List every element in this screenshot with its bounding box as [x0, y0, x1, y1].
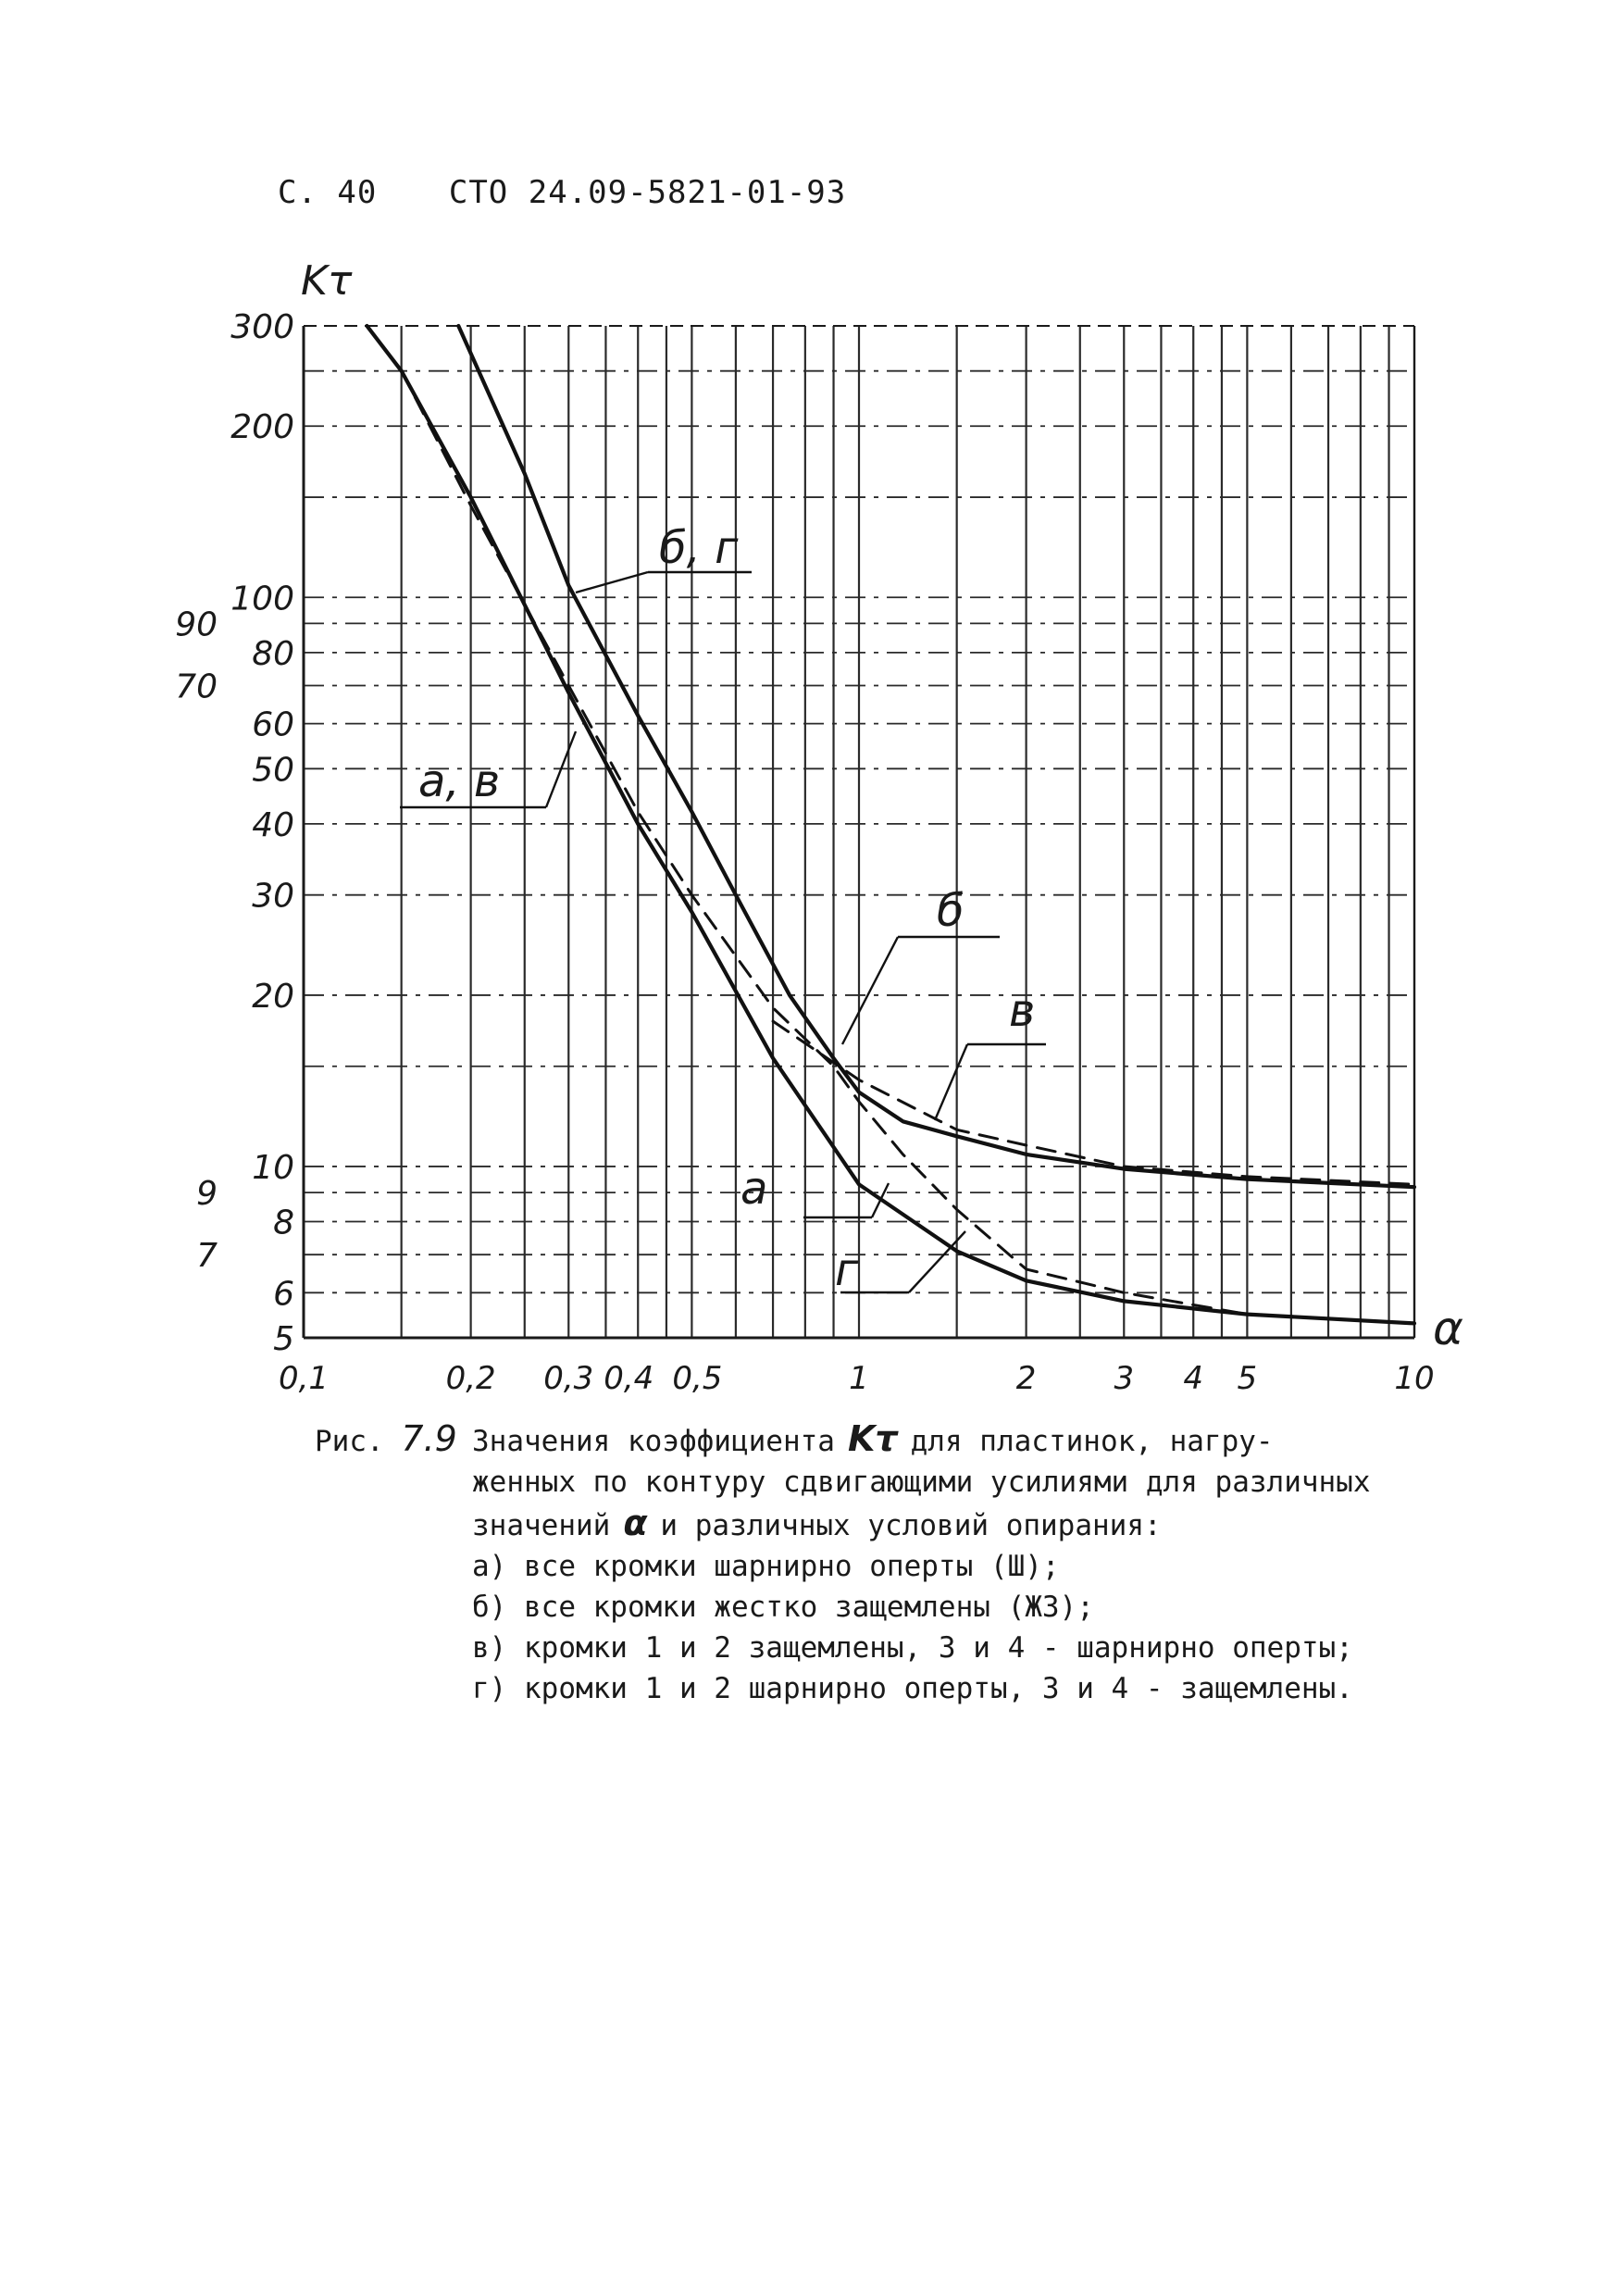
y-axis-label: Kτ	[301, 257, 353, 305]
caption-item-b: б) все кромки жестко защемлены (ЖЗ);	[472, 1591, 1094, 1624]
annotation-leader	[908, 1230, 966, 1293]
figure-number: 7.9	[401, 1418, 457, 1459]
caption-item-a: а) все кромки шарнирно оперты (Ш);	[472, 1550, 1060, 1583]
y-tick-label: 9	[196, 1175, 218, 1213]
x-tick-label: 2	[1016, 1360, 1037, 1397]
annotations: б, г а, в бв а г	[400, 522, 1046, 1296]
page-number: С. 40	[278, 174, 378, 211]
caption-line3-b: и различных условий опирания:	[660, 1509, 1162, 1542]
y-tick-label: 60	[252, 706, 294, 744]
y-tick-label: 90	[175, 605, 218, 643]
caption-item-v: в) кромки 1 и 2 защемлены, 3 и 4 - шарни…	[472, 1631, 1353, 1665]
y-tick-label: 300	[230, 308, 294, 346]
y-tick-label: 40	[252, 806, 294, 844]
series-line-в	[456, 323, 1417, 1190]
series-line-а	[365, 323, 1417, 1326]
series-line-г	[400, 369, 1416, 1325]
annotation-leader	[840, 936, 900, 1045]
page-header: С. 40 СТО 24.09-5821-01-93	[278, 174, 846, 211]
y-tick-label: 100	[230, 580, 294, 618]
x-tick-label: 5	[1238, 1360, 1258, 1397]
x-tick-label: 3	[1114, 1360, 1134, 1397]
x-tick-label: 0,5	[672, 1360, 722, 1397]
y-tick-label: 5	[273, 1320, 294, 1358]
figure-label: Рис. 7.9	[315, 1418, 472, 1546]
y-tick-label: 6	[273, 1275, 294, 1313]
annotation-leader	[933, 1043, 969, 1121]
caption-line2: женных по контуру сдвигающими усилиями д…	[472, 1466, 1371, 1499]
y-tick-label: 10	[252, 1149, 294, 1187]
y-tick-label: 50	[252, 751, 294, 789]
figure-prefix: Рис.	[315, 1425, 384, 1458]
caption-line1-a: Значения коэффициента	[472, 1425, 835, 1458]
x-tick-label: 0,2	[446, 1360, 496, 1397]
axes	[302, 325, 1416, 1340]
caption-item-g: г) кромки 1 и 2 шарнирно оперты, 3 и 4 -…	[472, 1672, 1353, 1705]
y-tick-label: 200	[230, 408, 294, 446]
annotation-label: б, г	[659, 522, 739, 574]
y-tick-label: 70	[175, 668, 218, 705]
annotation-label: в	[1009, 985, 1035, 1037]
caption-line3-a: значений	[472, 1509, 611, 1542]
standard-code: СТО 24.09-5821-01-93	[448, 174, 847, 211]
annotation-label: а, в	[418, 755, 500, 807]
caption-line1-b: для пластинок, нагру-	[910, 1425, 1274, 1458]
x-tick-label: 0,3	[543, 1360, 593, 1397]
series-line-б	[771, 1019, 1416, 1186]
annotation-leader	[544, 730, 578, 808]
series	[365, 323, 1417, 1326]
k-symbol: Kτ	[847, 1418, 898, 1459]
y-tick-label: 20	[252, 978, 294, 1016]
x-tick-label: 10	[1394, 1360, 1434, 1397]
annotation-leader	[575, 570, 649, 594]
y-tick-label: 80	[252, 635, 294, 673]
y-tick-label: 30	[252, 878, 294, 916]
annotation-label: а	[741, 1163, 767, 1215]
annotation-label: г	[835, 1244, 859, 1296]
x-tick-label: 0,4	[604, 1360, 653, 1397]
annotation-leader	[870, 1182, 890, 1218]
caption-main: Значения коэффициента Kτ для пластинок, на…	[472, 1418, 1407, 1546]
figure-caption: Рис. 7.9 Значения коэффициента Kτ для плас…	[315, 1418, 1407, 1709]
x-tick-label: 4	[1183, 1360, 1203, 1397]
annotation-label: б	[937, 885, 965, 937]
y-tick-label: 7	[196, 1237, 218, 1275]
x-axis-label: α	[1433, 1302, 1463, 1355]
alpha-symbol: α	[623, 1503, 648, 1543]
x-tick-label: 0,1	[279, 1360, 329, 1397]
x-tick-label: 1	[849, 1360, 869, 1397]
y-tick-label: 8	[273, 1204, 294, 1242]
tick-labels: 0,1 0,2 0,3 0,4 0,5 1 2 3 4 5 10567891020304050607…	[175, 308, 1434, 1397]
kt-alpha-chart: 0,1 0,2 0,3 0,4 0,5 1 2 3 4 5 10567891020304050607…	[175, 257, 1463, 1397]
